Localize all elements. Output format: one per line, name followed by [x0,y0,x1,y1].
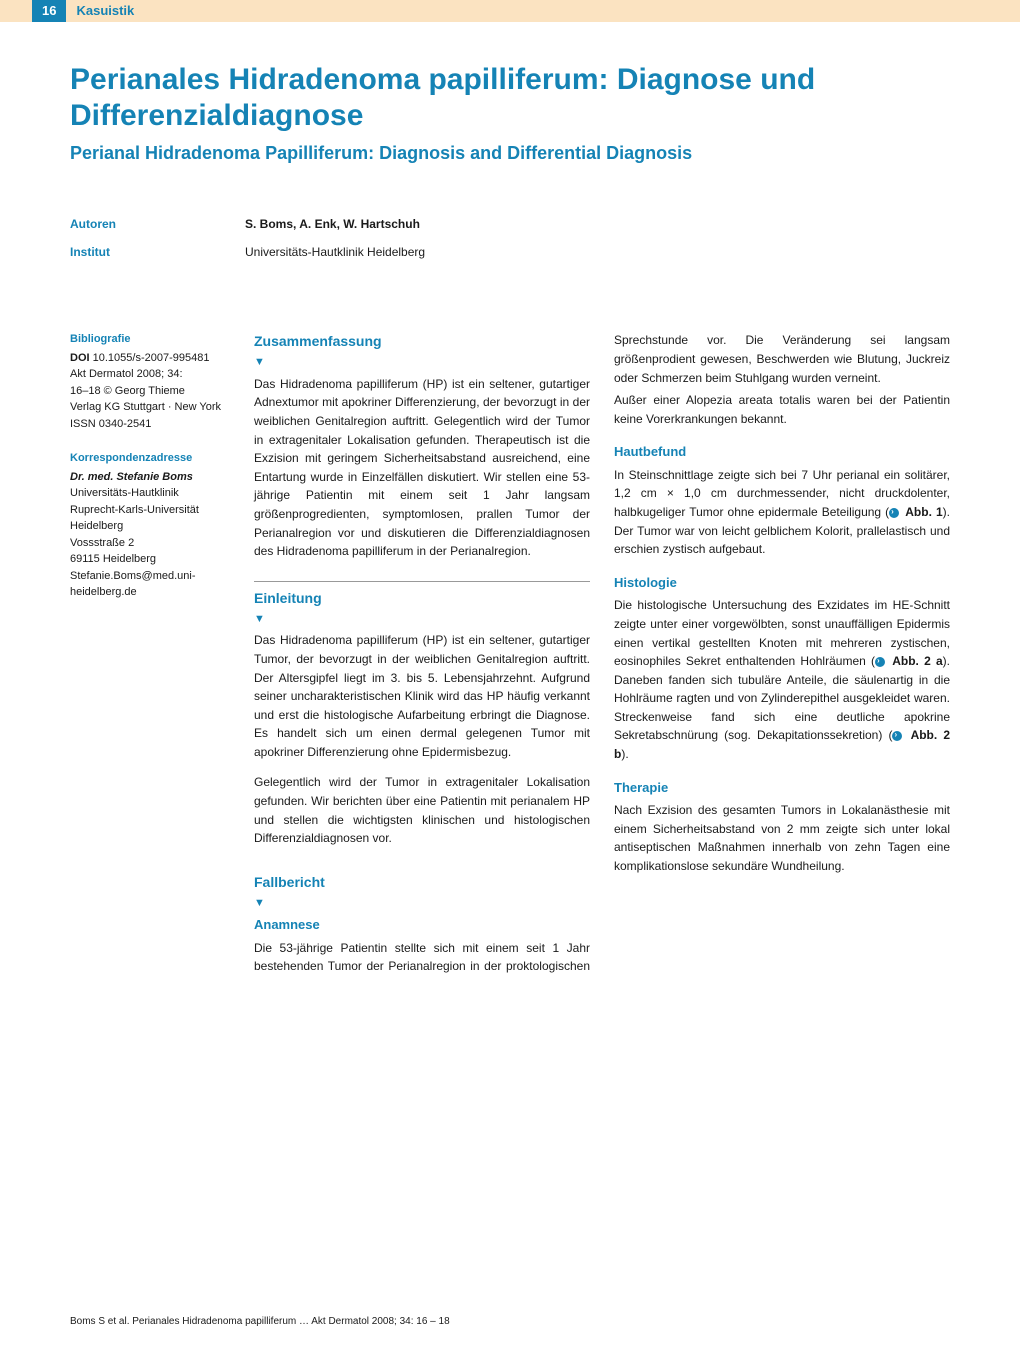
correspondence-block: Korrespondenzadresse Dr. med. Stefanie B… [70,450,230,601]
zusammenfassung-section: Zusammenfassung ▼ Das Hidradenoma papill… [254,331,590,560]
figure-ref-icon [892,731,902,741]
anamnese-p2: Außer einer Alopezia areata totalis ware… [614,391,950,428]
main-content: Zusammenfassung ▼ Das Hidradenoma papill… [254,331,950,976]
sidebar: Bibliografie DOI 10.1055/s-2007-995481 A… [70,331,230,976]
corr-email: Stefanie.Boms@med.uni-heidelberg.de [70,568,230,601]
meta-block: Autoren S. Boms, A. Enk, W. Hartschuh In… [70,215,950,261]
anamnese-heading: Anamnese [254,915,590,935]
therapie-text: Nach Exzision des gesamten Tumors in Lok… [614,801,950,875]
institute-label: Institut [70,243,245,261]
hautbefund-heading: Hautbefund [614,442,950,462]
page-number: 16 [32,0,66,22]
therapie-section: Therapie Nach Exzision des gesamten Tumo… [614,778,950,876]
histologie-heading: Histologie [614,573,950,593]
hautbefund-section: Hautbefund In Steinschnittlage zeigte si… [614,442,950,558]
corr-addr3: Vossstraße 2 [70,535,230,552]
authors-label: Autoren [70,215,245,233]
triangle-icon: ▼ [254,354,590,371]
corr-addr1: Universitäts-Hautklinik [70,485,230,502]
fallbericht-heading: Fallbericht [254,872,590,893]
zusammenfassung-text: Das Hidradenoma papilliferum (HP) ist ei… [254,375,590,561]
hautbefund-text: In Steinschnittlage zeigte sich bei 7 Uh… [614,466,950,559]
doi-line: DOI 10.1055/s-2007-995481 [70,350,230,367]
triangle-icon: ▼ [254,895,590,912]
corr-addr2: Ruprecht-Karls-Universität Heidelberg [70,502,230,535]
institute-value: Universitäts-Hautklinik Heidelberg [245,243,425,261]
correspondence-heading: Korrespondenzadresse [70,450,230,467]
header-band: 16 Kasuistik [0,0,1020,22]
authors-value: S. Boms, A. Enk, W. Hartschuh [245,215,420,233]
einleitung-p1: Das Hidradenoma papilliferum (HP) ist ei… [254,631,590,761]
divider [254,581,590,582]
einleitung-heading: Einleitung [254,588,590,609]
issn-line: ISSN 0340-2541 [70,416,230,433]
histologie-section: Histologie Die histologische Untersuchun… [614,573,950,764]
figure-ref-icon [889,508,899,518]
corr-addr4: 69115 Heidelberg [70,551,230,568]
histologie-text: Die histologische Untersuchung des Exzid… [614,596,950,763]
figure-ref-icon [875,657,885,667]
corr-name: Dr. med. Stefanie Boms [70,469,230,486]
bibliography-heading: Bibliografie [70,331,230,348]
pages-line: 16–18 © Georg Thieme [70,383,230,400]
zusammenfassung-heading: Zusammenfassung [254,331,590,352]
publisher-line: Verlag KG Stuttgart · New York [70,399,230,416]
footer-citation: Boms S et al. Perianales Hidradenoma pap… [70,1314,450,1329]
bibliography-block: Bibliografie DOI 10.1055/s-2007-995481 A… [70,331,230,432]
triangle-icon: ▼ [254,611,590,628]
einleitung-section: Einleitung ▼ Das Hidradenoma papilliferu… [254,588,590,848]
title-block: Perianales Hidradenoma papilliferum: Dia… [70,62,950,165]
article-title-de: Perianales Hidradenoma papilliferum: Dia… [70,62,950,134]
journal-line: Akt Dermatol 2008; 34: [70,366,230,383]
therapie-heading: Therapie [614,778,950,798]
section-label: Kasuistik [76,1,134,21]
einleitung-p2: Gelegentlich wird der Tumor in extrageni… [254,773,590,847]
article-title-en: Perianal Hidradenoma Papilliferum: Diagn… [70,142,950,165]
